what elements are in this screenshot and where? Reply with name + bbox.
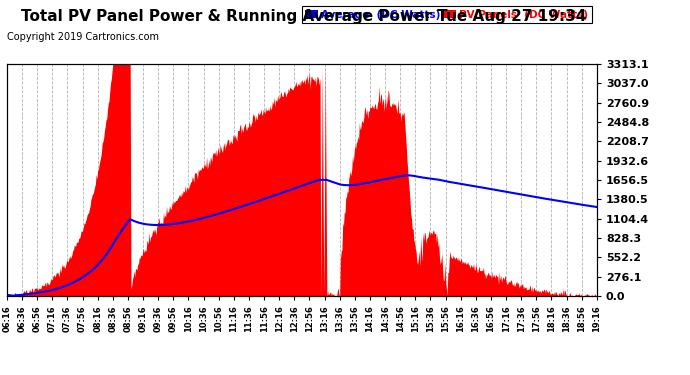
Text: Total PV Panel Power & Running Average Power Tue Aug 27 19:34: Total PV Panel Power & Running Average P… <box>21 9 586 24</box>
Text: Copyright 2019 Cartronics.com: Copyright 2019 Cartronics.com <box>7 32 159 42</box>
Legend: Average  (DC Watts), PV Panels  (DC Watts): Average (DC Watts), PV Panels (DC Watts) <box>302 6 591 24</box>
